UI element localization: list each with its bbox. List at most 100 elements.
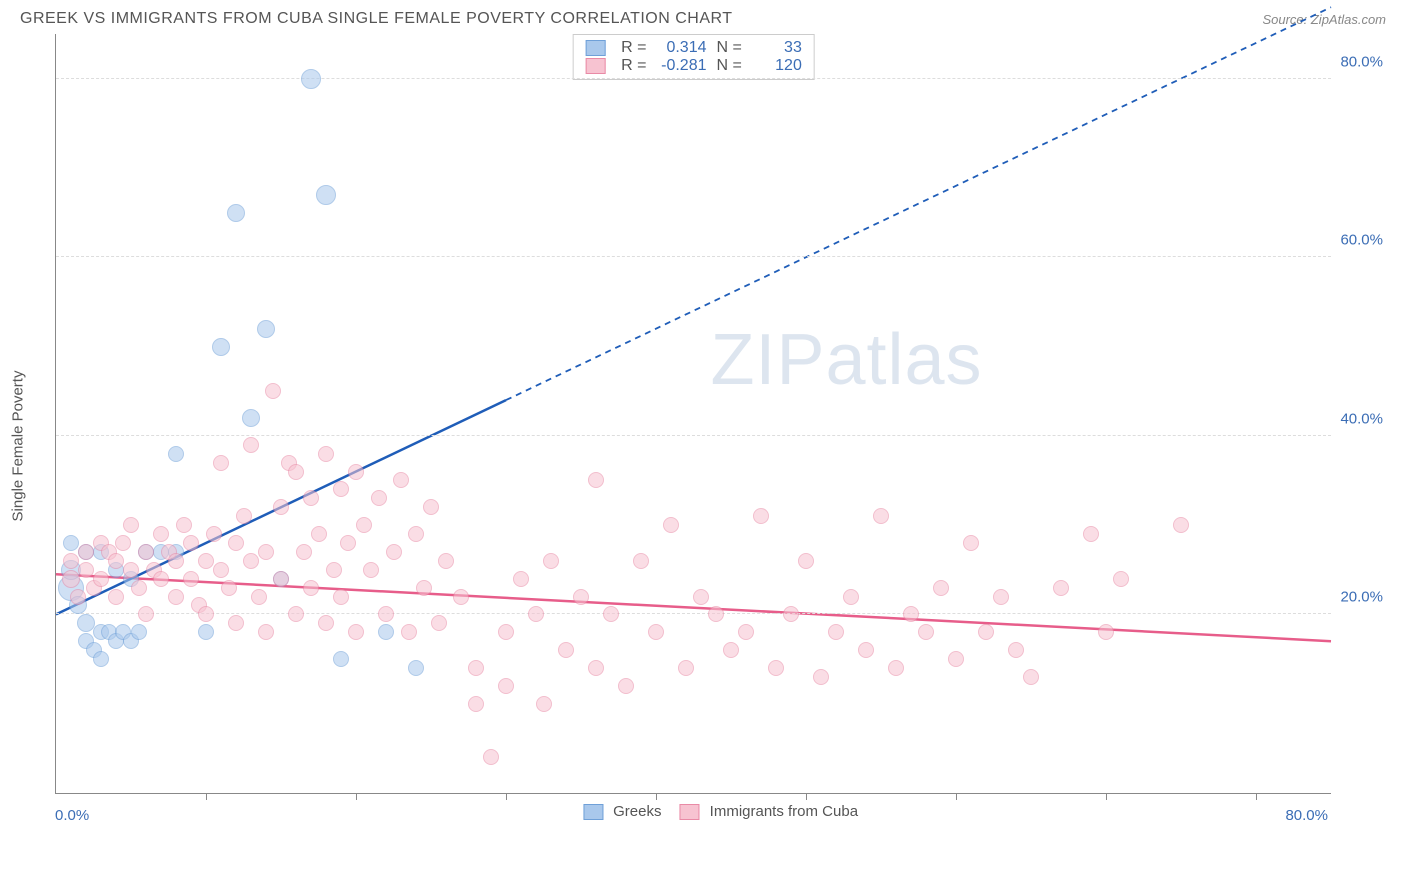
scatter-point — [63, 535, 79, 551]
scatter-point — [93, 651, 109, 667]
stats-n-value-cuba: 120 — [752, 57, 802, 75]
scatter-point — [131, 624, 147, 640]
scatter-point — [108, 589, 124, 605]
scatter-point — [326, 562, 342, 578]
scatter-point — [558, 642, 574, 658]
stats-r-label: R = — [621, 57, 646, 75]
scatter-point — [296, 544, 312, 560]
legend-item-cuba: Immigrants from Cuba — [679, 803, 858, 820]
y-tick-label: 40.0% — [1340, 410, 1383, 427]
scatter-point — [386, 544, 402, 560]
scatter-point — [183, 571, 199, 587]
scatter-point — [213, 562, 229, 578]
scatter-point — [498, 678, 514, 694]
stats-swatch-greeks — [585, 40, 605, 56]
y-tick-label: 60.0% — [1340, 232, 1383, 249]
scatter-point — [536, 696, 552, 712]
scatter-point — [858, 642, 874, 658]
scatter-point — [903, 606, 919, 622]
legend-item-greeks: Greeks — [583, 803, 662, 820]
scatter-point — [888, 660, 904, 676]
scatter-point — [138, 606, 154, 622]
scatter-point — [468, 696, 484, 712]
scatter-point — [1053, 580, 1069, 596]
correlation-stats-box: R = 0.314 N = 33 R = -0.281 N = 120 — [572, 34, 815, 80]
scatter-point — [588, 472, 604, 488]
scatter-point — [378, 606, 394, 622]
legend: Greeks Immigrants from Cuba — [583, 803, 858, 820]
scatter-point — [198, 606, 214, 622]
x-axis-min-label: 0.0% — [55, 807, 89, 824]
scatter-point — [153, 571, 169, 587]
scatter-point — [648, 624, 664, 640]
stats-row-cuba: R = -0.281 N = 120 — [585, 57, 802, 75]
scatter-point — [123, 562, 139, 578]
y-tick-label: 80.0% — [1340, 53, 1383, 70]
gridline — [56, 78, 1331, 79]
scatter-point — [738, 624, 754, 640]
scatter-point — [371, 490, 387, 506]
stats-r-value-cuba: -0.281 — [657, 57, 707, 75]
scatter-point — [1008, 642, 1024, 658]
scatter-point — [265, 383, 281, 399]
scatter-point — [311, 526, 327, 542]
scatter-point — [603, 606, 619, 622]
scatter-point — [498, 624, 514, 640]
scatter-point — [768, 660, 784, 676]
scatter-point — [588, 660, 604, 676]
scatter-point — [438, 553, 454, 569]
scatter-point — [228, 615, 244, 631]
legend-label-cuba: Immigrants from Cuba — [710, 803, 858, 820]
scatter-point — [153, 526, 169, 542]
x-tick — [506, 793, 507, 800]
scatter-point — [363, 562, 379, 578]
x-tick — [356, 793, 357, 800]
scatter-point — [618, 678, 634, 694]
scatter-point — [176, 517, 192, 533]
legend-label-greeks: Greeks — [613, 803, 661, 820]
scatter-point — [258, 624, 274, 640]
scatter-point — [227, 204, 245, 222]
scatter-point — [513, 571, 529, 587]
x-tick — [206, 793, 207, 800]
scatter-point — [303, 580, 319, 596]
x-tick — [656, 793, 657, 800]
scatter-point — [798, 553, 814, 569]
gridline — [56, 435, 1331, 436]
scatter-point — [123, 517, 139, 533]
scatter-point — [1083, 526, 1099, 542]
scatter-point — [108, 553, 124, 569]
scatter-point — [257, 320, 275, 338]
stats-n-label: N = — [717, 57, 742, 75]
gridline — [56, 256, 1331, 257]
scatter-point — [236, 508, 252, 524]
scatter-point — [348, 464, 364, 480]
scatter-point — [243, 553, 259, 569]
stats-n-label: N = — [717, 39, 742, 57]
scatter-point — [573, 589, 589, 605]
scatter-point — [340, 535, 356, 551]
legend-swatch-cuba — [679, 804, 699, 820]
scatter-point — [213, 455, 229, 471]
scatter-point — [543, 553, 559, 569]
scatter-point — [678, 660, 694, 676]
scatter-point — [258, 544, 274, 560]
scatter-point — [348, 624, 364, 640]
scatter-point — [316, 185, 336, 205]
scatter-point — [273, 499, 289, 515]
scatter-point — [708, 606, 724, 622]
scatter-point — [333, 589, 349, 605]
scatter-point — [212, 338, 230, 356]
y-tick-label: 20.0% — [1340, 589, 1383, 606]
scatter-point — [431, 615, 447, 631]
scatter-point — [198, 553, 214, 569]
scatter-point — [1023, 669, 1039, 685]
stats-r-value-greeks: 0.314 — [657, 39, 707, 57]
scatter-point — [168, 553, 184, 569]
watermark: ZIPatlas — [710, 319, 982, 401]
scatter-point — [62, 570, 80, 588]
scatter-point — [221, 580, 237, 596]
scatter-point — [468, 660, 484, 676]
stats-n-value-greeks: 33 — [752, 39, 802, 57]
scatter-point — [723, 642, 739, 658]
